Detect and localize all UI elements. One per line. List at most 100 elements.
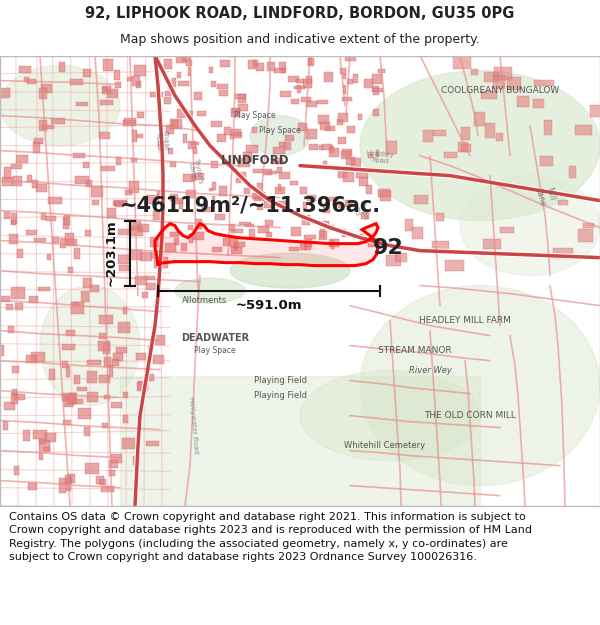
Bar — [77, 408, 91, 419]
Bar — [330, 146, 334, 153]
Bar — [33, 141, 40, 152]
Bar — [142, 292, 148, 298]
Bar — [26, 355, 37, 363]
Bar — [378, 69, 385, 73]
Bar — [186, 111, 193, 114]
Text: DEADWATER: DEADWATER — [181, 332, 249, 342]
Bar — [125, 190, 133, 196]
Bar — [255, 192, 265, 199]
Bar — [274, 148, 285, 154]
Bar — [496, 133, 503, 141]
Bar — [3, 421, 8, 430]
Text: Map shows position and indicative extent of the property.: Map shows position and indicative extent… — [120, 33, 480, 46]
Text: Hollywater Road: Hollywater Road — [188, 397, 199, 454]
Bar — [291, 227, 301, 236]
Bar — [341, 151, 351, 159]
Bar — [170, 232, 179, 237]
Bar — [248, 229, 256, 237]
Bar — [193, 232, 204, 240]
Bar — [90, 285, 100, 292]
Bar — [209, 67, 214, 73]
Bar — [0, 345, 4, 356]
Bar — [158, 141, 165, 148]
Bar — [359, 177, 368, 186]
Bar — [120, 376, 480, 506]
Text: Taylor's
Lane: Taylor's Lane — [187, 157, 203, 184]
Bar — [284, 142, 291, 150]
Bar — [188, 226, 193, 229]
Bar — [386, 141, 397, 154]
Bar — [474, 42, 484, 56]
Bar — [103, 86, 111, 94]
Bar — [275, 188, 286, 194]
Bar — [329, 239, 339, 247]
Bar — [264, 201, 272, 208]
Bar — [85, 463, 99, 474]
Bar — [148, 346, 153, 351]
Bar — [436, 213, 443, 221]
Bar — [256, 63, 264, 71]
Bar — [265, 221, 273, 226]
Bar — [154, 258, 168, 268]
Bar — [281, 69, 286, 72]
Bar — [177, 72, 181, 78]
Bar — [154, 356, 164, 364]
Bar — [217, 134, 226, 142]
Bar — [158, 149, 164, 152]
Bar — [146, 276, 155, 281]
Bar — [44, 447, 50, 452]
Ellipse shape — [40, 286, 140, 406]
Bar — [215, 214, 224, 219]
Bar — [323, 161, 327, 169]
Bar — [26, 175, 32, 182]
Bar — [65, 233, 74, 244]
Bar — [118, 229, 130, 235]
Bar — [178, 81, 189, 86]
Text: Play Space: Play Space — [234, 111, 276, 120]
Bar — [25, 77, 29, 82]
Bar — [328, 225, 334, 229]
Bar — [63, 217, 68, 229]
Bar — [73, 302, 79, 306]
Bar — [115, 82, 121, 88]
Bar — [118, 256, 130, 264]
Bar — [109, 365, 113, 377]
Bar — [8, 326, 14, 332]
Bar — [113, 201, 127, 206]
Bar — [307, 195, 316, 201]
Bar — [277, 168, 282, 173]
Bar — [100, 101, 113, 105]
Bar — [38, 121, 47, 131]
Bar — [39, 439, 45, 444]
Bar — [34, 238, 46, 242]
Bar — [290, 99, 299, 104]
Bar — [176, 56, 186, 63]
Bar — [254, 198, 264, 201]
Bar — [33, 430, 47, 439]
Bar — [232, 109, 240, 112]
Bar — [112, 359, 119, 366]
Bar — [471, 69, 478, 75]
Bar — [92, 201, 98, 205]
Bar — [27, 79, 37, 84]
Bar — [208, 54, 214, 57]
Bar — [62, 344, 75, 350]
Bar — [133, 456, 140, 465]
Bar — [98, 333, 106, 339]
Bar — [75, 399, 83, 404]
Bar — [123, 392, 128, 398]
Bar — [14, 466, 19, 476]
Bar — [212, 196, 215, 204]
Bar — [70, 79, 83, 86]
Bar — [91, 186, 103, 196]
Bar — [540, 156, 553, 166]
Bar — [217, 84, 229, 89]
Bar — [170, 194, 178, 201]
Bar — [423, 130, 433, 142]
Bar — [319, 145, 323, 150]
Bar — [46, 216, 56, 221]
Bar — [86, 181, 92, 187]
Bar — [193, 147, 197, 154]
Bar — [373, 88, 383, 92]
Bar — [19, 66, 31, 72]
